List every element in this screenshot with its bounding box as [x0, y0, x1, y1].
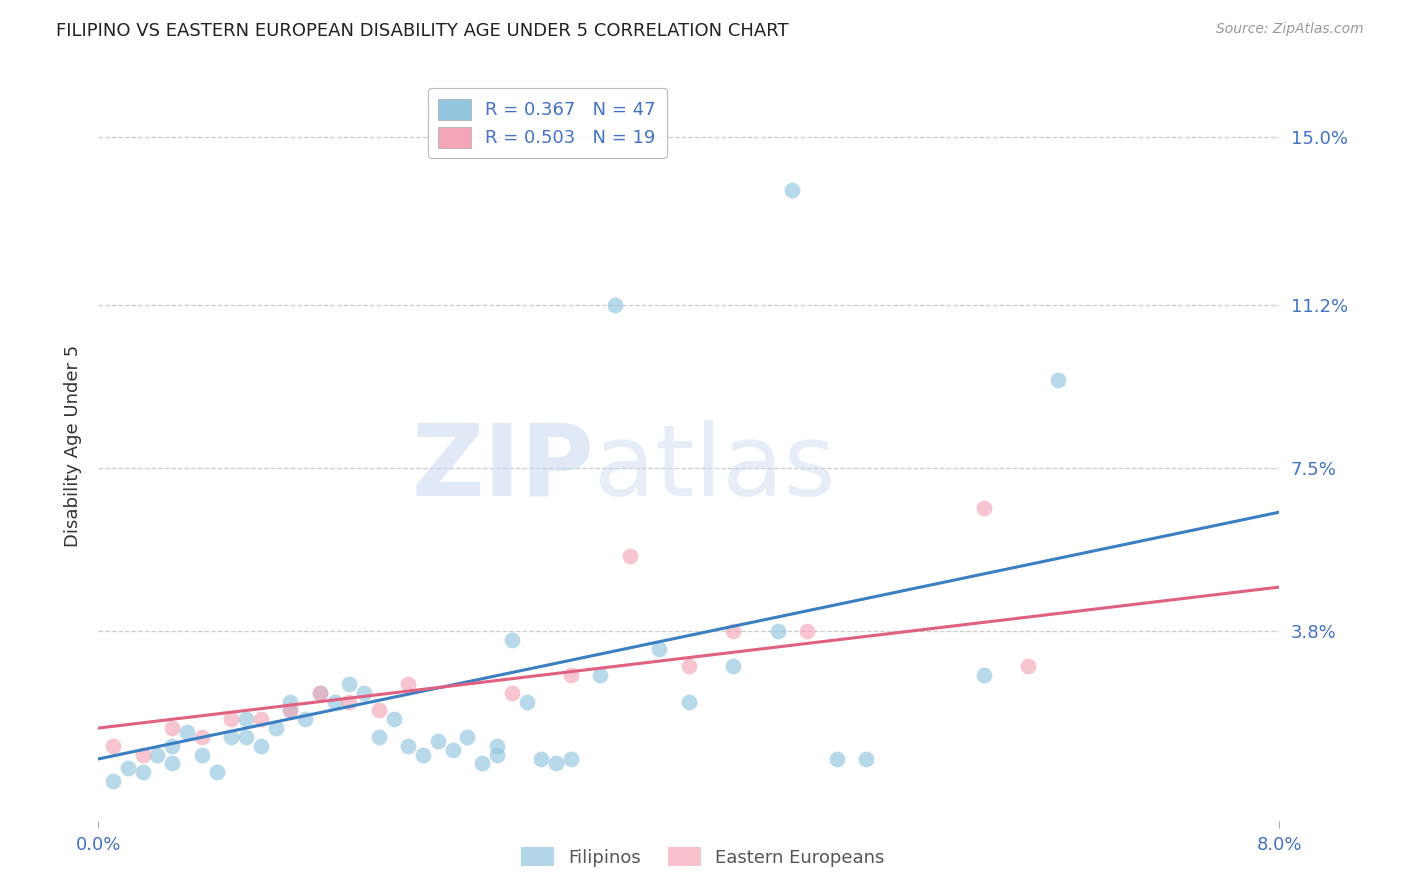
Point — [339, 695, 361, 709]
Legend: Filipinos, Eastern Europeans: Filipinos, Eastern Europeans — [515, 840, 891, 874]
Point — [678, 659, 700, 673]
Point — [516, 695, 538, 709]
Point — [368, 703, 391, 717]
Point — [441, 743, 464, 757]
Point — [250, 739, 273, 753]
Point — [146, 747, 169, 762]
Point — [309, 686, 332, 700]
Point — [973, 668, 995, 682]
Point — [339, 677, 361, 691]
Point — [723, 624, 745, 639]
Point — [117, 761, 139, 775]
Point — [973, 500, 995, 515]
Point — [796, 624, 818, 639]
Point — [546, 756, 568, 771]
Point — [766, 624, 789, 639]
Point — [264, 721, 287, 735]
Legend: R = 0.367   N = 47, R = 0.503   N = 19: R = 0.367 N = 47, R = 0.503 N = 19 — [427, 88, 666, 159]
Point — [589, 668, 612, 682]
Point — [486, 739, 509, 753]
Point — [605, 298, 627, 312]
Point — [471, 756, 494, 771]
Point — [191, 730, 214, 744]
Point — [398, 739, 420, 753]
Point — [132, 747, 155, 762]
Point — [280, 703, 302, 717]
Point — [1046, 373, 1070, 387]
Point — [280, 695, 302, 709]
Point — [501, 632, 523, 647]
Point — [619, 549, 641, 564]
Point — [501, 686, 523, 700]
Text: ZIP: ZIP — [412, 420, 595, 517]
Text: atlas: atlas — [595, 420, 837, 517]
Text: FILIPINO VS EASTERN EUROPEAN DISABILITY AGE UNDER 5 CORRELATION CHART: FILIPINO VS EASTERN EUROPEAN DISABILITY … — [56, 22, 789, 40]
Point — [132, 765, 155, 780]
Point — [382, 712, 405, 726]
Y-axis label: Disability Age Under 5: Disability Age Under 5 — [63, 345, 82, 547]
Point — [678, 695, 700, 709]
Point — [309, 686, 332, 700]
Point — [1018, 659, 1040, 673]
Point — [221, 730, 243, 744]
Point — [648, 641, 671, 656]
Point — [162, 756, 183, 771]
Point — [235, 730, 257, 744]
Point — [176, 725, 198, 739]
Point — [368, 730, 391, 744]
Point — [530, 752, 553, 766]
Point — [162, 721, 183, 735]
Point — [486, 747, 509, 762]
Point — [221, 712, 243, 726]
Point — [427, 734, 450, 748]
Point — [457, 730, 479, 744]
Point — [250, 712, 273, 726]
Point — [560, 668, 582, 682]
Point — [398, 677, 420, 691]
Point — [412, 747, 434, 762]
Point — [280, 703, 302, 717]
Point — [103, 774, 125, 789]
Point — [825, 752, 848, 766]
Point — [782, 183, 804, 197]
Point — [235, 712, 257, 726]
Text: Source: ZipAtlas.com: Source: ZipAtlas.com — [1216, 22, 1364, 37]
Point — [353, 686, 375, 700]
Point — [191, 747, 214, 762]
Point — [723, 659, 745, 673]
Point — [323, 695, 346, 709]
Point — [205, 765, 228, 780]
Point — [855, 752, 877, 766]
Point — [294, 712, 316, 726]
Point — [162, 739, 183, 753]
Point — [560, 752, 582, 766]
Point — [103, 739, 125, 753]
